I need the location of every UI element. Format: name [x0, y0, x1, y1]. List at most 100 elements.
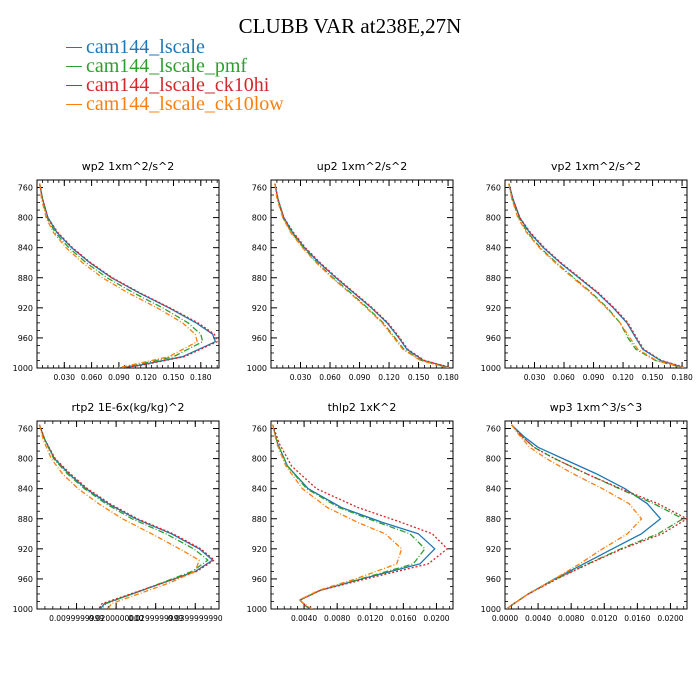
x-tick-label: 0.120: [378, 373, 400, 382]
panel-frame: [36, 179, 220, 369]
x-tick-label: 0.0160: [390, 614, 416, 623]
panel-2: up2 1xm^2/s^2 760 800 840 880 920 960 1000 0.030…: [247, 160, 459, 382]
y-tick-label: 960: [18, 334, 33, 343]
x-tick-label: 0.060: [81, 373, 103, 382]
y-tick-label: 760: [252, 425, 267, 434]
x-tick-label: 0.180: [437, 373, 459, 382]
panel-5: thlp2 1xK^2 760 800 840 880 920 960 1000 0.0040 0…: [247, 401, 454, 623]
panel-6: wp3 1xm^3/s^3 760 800 840 880 920 960 10000.000…: [481, 401, 688, 623]
y-tick-label: 920: [252, 545, 267, 554]
x-tick-label: 0.0040: [525, 614, 551, 623]
panel-3: vp2 1xm^2/s^2 760 800 840 880 920 960 1000 0.030…: [481, 160, 693, 382]
y-tick-label: 960: [486, 575, 501, 584]
series-line: [274, 183, 452, 368]
y-tick-label: 1000: [481, 364, 501, 373]
x-tick-label: 0.060: [319, 373, 341, 382]
x-tick-label: 0.030: [54, 373, 76, 382]
y-tick-label: 840: [18, 244, 33, 253]
legend-swatch: [66, 66, 82, 67]
y-tick-label: 760: [486, 184, 501, 193]
panel-1: wp2 1xm^2/s^2 760 800 840 880 920 960 1000 0.030…: [13, 160, 220, 382]
x-tick-label: 0.0099999999: [49, 614, 104, 623]
legend-swatch: [66, 85, 82, 86]
panel-frame: [36, 420, 220, 610]
y-tick-label: 920: [486, 304, 501, 313]
y-tick-label: 960: [252, 575, 267, 584]
series-line: [274, 183, 450, 368]
x-tick-label: 0.150: [408, 373, 430, 382]
y-tick-label: 800: [252, 214, 267, 223]
series-line: [39, 183, 204, 368]
series-line: [506, 424, 687, 609]
x-tick-label: 0.060: [553, 373, 575, 382]
y-tick-label: 1000: [481, 605, 501, 614]
panel-frame: [270, 420, 454, 610]
series-line: [508, 183, 685, 368]
x-tick-label: 0.090: [349, 373, 371, 382]
x-tick-label: 0.0299999999: [128, 614, 183, 623]
legend: cam144_lscale cam144_lscale_pmf cam144_l…: [66, 36, 284, 115]
series-line: [272, 424, 403, 609]
x-tick-label: 0.0160: [624, 614, 650, 623]
series-line: [272, 424, 426, 609]
series-line: [508, 183, 686, 368]
series-line: [508, 183, 686, 368]
panel-title: vp2 1xm^2/s^2: [551, 160, 641, 173]
legend-item: cam144_lscale_ck10low: [66, 93, 284, 115]
x-tick-label: 0.180: [671, 373, 693, 382]
series-line: [38, 424, 209, 609]
y-tick-label: 960: [252, 334, 267, 343]
series-line: [508, 183, 685, 368]
y-tick-label: 920: [18, 304, 33, 313]
y-tick-label: 840: [18, 485, 33, 494]
y-tick-label: 880: [252, 515, 267, 524]
x-tick-label: 0.0200000000: [89, 614, 144, 623]
legend-item: cam144_lscale_ck10hi: [66, 74, 284, 96]
y-tick-label: 840: [252, 244, 267, 253]
legend-label: cam144_lscale_ck10low: [86, 93, 284, 115]
series-line: [39, 183, 198, 368]
y-tick-label: 800: [18, 455, 33, 464]
x-tick-label: 0.0120: [591, 614, 617, 623]
panel-title: up2 1xm^2/s^2: [317, 160, 408, 173]
y-tick-label: 880: [486, 515, 501, 524]
y-tick-label: 960: [18, 575, 33, 584]
y-tick-label: 760: [486, 425, 501, 434]
series-line: [506, 424, 643, 609]
y-tick-label: 760: [18, 425, 33, 434]
x-tick-label: 0.0080: [558, 614, 584, 623]
y-tick-label: 1000: [247, 605, 267, 614]
y-tick-label: 920: [486, 545, 501, 554]
panel-frame: [504, 420, 688, 610]
x-tick-label: 0.090: [108, 373, 130, 382]
panel-title: thlp2 1xK^2: [328, 401, 397, 414]
series-line: [506, 424, 662, 609]
y-tick-label: 840: [252, 485, 267, 494]
y-tick-label: 800: [252, 455, 267, 464]
x-tick-label: 0.0080: [324, 614, 350, 623]
y-tick-label: 840: [486, 244, 501, 253]
y-tick-label: 840: [486, 485, 501, 494]
series-line: [274, 183, 452, 368]
legend-swatch: [66, 47, 82, 48]
series-line: [38, 424, 200, 609]
x-tick-label: 0.150: [163, 373, 185, 382]
y-tick-label: 800: [486, 214, 501, 223]
series-line: [274, 183, 451, 368]
y-tick-label: 760: [18, 184, 33, 193]
legend-label: cam144_lscale_ck10hi: [86, 74, 270, 96]
legend-swatch: [66, 104, 82, 105]
series-line: [38, 424, 215, 609]
y-tick-label: 880: [18, 274, 33, 283]
y-tick-label: 960: [486, 334, 501, 343]
figure-title: CLUBB VAR at238E,27N: [238, 14, 462, 38]
x-tick-label: 0.030: [290, 373, 312, 382]
x-tick-label: 0.150: [642, 373, 664, 382]
x-tick-label: 0.030: [524, 373, 546, 382]
y-tick-label: 1000: [13, 364, 33, 373]
y-tick-label: 760: [252, 184, 267, 193]
y-tick-label: 800: [486, 455, 501, 464]
series-line: [506, 424, 684, 609]
legend-label: cam144_lscale: [86, 36, 205, 58]
